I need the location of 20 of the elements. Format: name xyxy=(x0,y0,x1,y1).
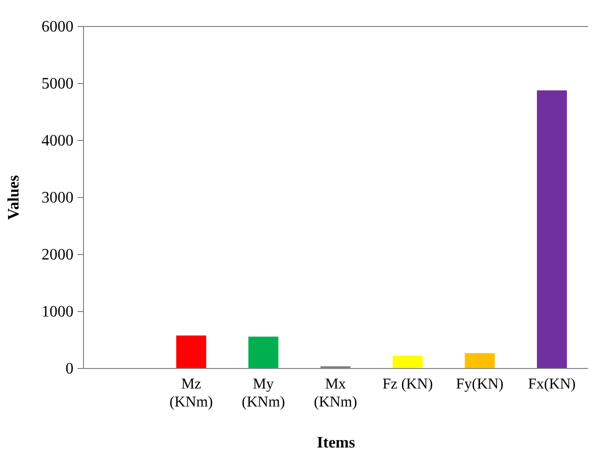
x-axis-title: Items xyxy=(316,434,356,452)
x-tick-label: Fx(KN) xyxy=(528,376,576,392)
bar xyxy=(248,336,278,368)
bar xyxy=(176,336,206,368)
bar xyxy=(392,355,423,368)
bar xyxy=(464,353,495,368)
y-axis-title: Values xyxy=(6,175,22,220)
x-tick-label: Fz (KN) xyxy=(382,376,433,392)
y-tick-label: 1000 xyxy=(42,304,74,320)
y-tick-label: 0 xyxy=(66,360,74,378)
x-tick-label: My (KNm) xyxy=(242,376,286,410)
y-tick-label: 4000 xyxy=(42,132,74,150)
x-tick-label: Mx (KNm) xyxy=(314,376,358,410)
x-tick-label: Mz (KNm) xyxy=(170,376,213,410)
x-tick-label: Fy(KN) xyxy=(456,376,504,392)
y-tick-label: 5000 xyxy=(42,76,74,92)
y-tick-label: 6000 xyxy=(42,18,74,36)
y-tick-label: 3000 xyxy=(42,190,74,206)
bar xyxy=(536,90,567,368)
y-tick-label: 2000 xyxy=(42,246,74,264)
